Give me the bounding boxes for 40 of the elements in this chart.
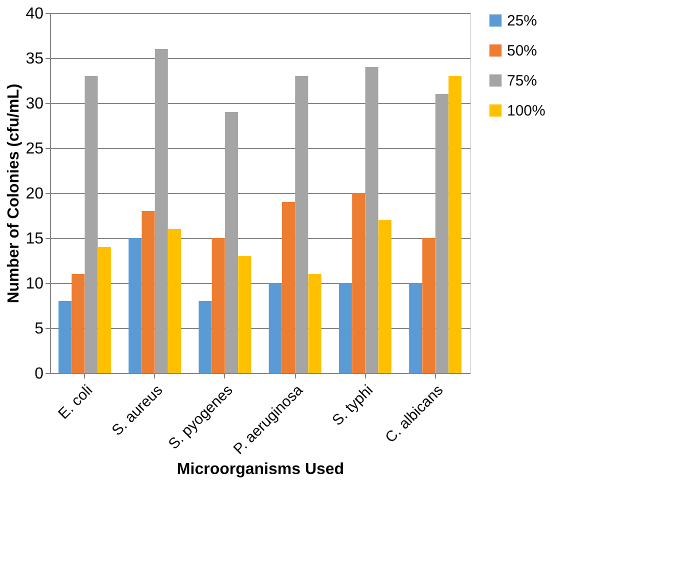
y-tick-label: 15 bbox=[26, 230, 44, 248]
bar bbox=[409, 283, 422, 373]
y-tick-label: 10 bbox=[26, 276, 44, 292]
legend-label: 75% bbox=[507, 72, 538, 90]
y-axis-title: Number of Colonies (cfu/mL) bbox=[6, 84, 23, 304]
bar bbox=[154, 49, 168, 373]
bar bbox=[238, 256, 252, 373]
bar bbox=[448, 76, 462, 373]
bar bbox=[352, 193, 366, 373]
bar bbox=[422, 238, 436, 373]
y-tick-label: 30 bbox=[26, 96, 44, 112]
bar bbox=[268, 283, 282, 373]
bar bbox=[282, 202, 295, 373]
bar bbox=[128, 238, 142, 373]
y-tick-label: 0 bbox=[34, 366, 44, 382]
x-tick-label: E. coli bbox=[55, 382, 96, 423]
legend-label: 25% bbox=[507, 12, 538, 30]
bar bbox=[98, 247, 111, 373]
bar bbox=[72, 274, 85, 373]
bar bbox=[198, 301, 212, 373]
bar bbox=[84, 76, 98, 373]
y-tick-label: 25 bbox=[26, 140, 44, 158]
y-tick-label: 5 bbox=[34, 320, 44, 338]
bar bbox=[225, 112, 238, 373]
bar bbox=[142, 211, 155, 373]
bar bbox=[168, 229, 182, 373]
bar bbox=[212, 238, 225, 373]
bar bbox=[378, 220, 392, 373]
y-tick-label: 20 bbox=[26, 186, 44, 202]
bar bbox=[365, 67, 378, 373]
bar bbox=[295, 76, 308, 373]
legend-label: 100% bbox=[507, 102, 546, 120]
bar bbox=[338, 283, 352, 373]
bar bbox=[308, 274, 322, 373]
y-tick-label: 35 bbox=[26, 50, 44, 68]
bar bbox=[58, 301, 72, 373]
bar bbox=[435, 94, 448, 373]
x-axis-title: Microorganisms Used bbox=[176, 461, 344, 478]
legend-label: 50% bbox=[507, 42, 538, 60]
y-tick-label: 40 bbox=[26, 6, 44, 22]
